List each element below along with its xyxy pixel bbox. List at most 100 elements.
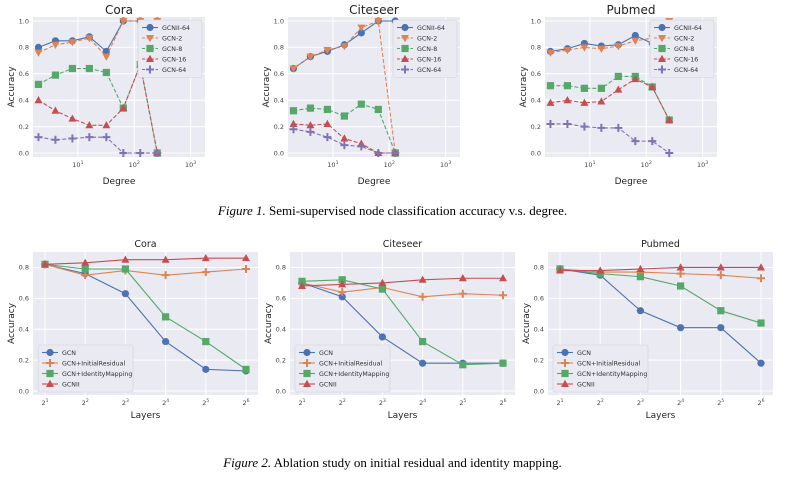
fig1-cora-series-gcn-8-point-1 xyxy=(51,71,60,79)
fig2-pubmed-series-gcn-initialresidual-point-4 xyxy=(716,271,725,280)
fig1-cora-xtick-2: 103 xyxy=(185,160,196,169)
fig1-pubmed-series-gcn-64-point-0 xyxy=(546,119,555,128)
fig1-cora-series-gcn-8-point-3 xyxy=(85,64,93,73)
fig2-cora-ytick-4: 0.8 xyxy=(19,264,29,272)
fig1-cora-series-gcn-16-point-3 xyxy=(85,121,94,129)
fig1-cora-series-gcn-64-point-5 xyxy=(119,149,128,157)
fig2-pubmed-ytick-2: 0.4 xyxy=(534,326,544,334)
fig1-citeseer-series-gcn-8-point-5 xyxy=(374,105,382,114)
fig2-cora-legend-marker-2 xyxy=(46,369,54,378)
fig2-citeseer-chart: 0.0 0.2 0.4 0.6 0.8 21 22 23 24 25 26 Layers Accurac… xyxy=(264,239,515,421)
fig2-pubmed-series-gcn-identitymapping-point-3 xyxy=(677,282,685,290)
fig1-cora-legend-label-gcn-64: GCN-64 xyxy=(162,67,186,74)
fig2-citeseer-series-gcn-point-2 xyxy=(378,333,386,341)
fig1-cora-title: Cora xyxy=(105,3,133,17)
fig2-pubmed-series-gcn-identitymapping-point-5 xyxy=(757,319,765,327)
fig2-citeseer-series-gcn-identitymapping-line xyxy=(301,279,504,366)
fig1-citeseer-ytick-4: 0.8 xyxy=(274,44,284,52)
fig2-pubmed-legend-label-gcn-initialresidual: GCN+InitialResidual xyxy=(577,360,641,367)
fig2-citeseer-series-gcn-point-3 xyxy=(419,359,427,367)
fig1-cora-series-gcn-64-point-7 xyxy=(153,149,162,157)
fig2-pubmed-series-gcn-point-2 xyxy=(636,307,645,315)
fig1-pubmed-legend-marker-0 xyxy=(658,23,666,32)
fig1-citeseer-series-gcn-8-point-3 xyxy=(340,112,348,120)
fig1-citeseer-legend-label-gcnii-64: GCNII-64 xyxy=(417,25,445,32)
fig1-cora-series-gcn-8-point-2 xyxy=(68,64,77,73)
fig1-cora-ytick-0: 0.0 xyxy=(19,149,29,157)
fig1-cora-series-gcn-8-point-0 xyxy=(34,80,43,88)
fig1-citeseer-ytick-5: 1.0 xyxy=(274,17,284,25)
fig2-citeseer-series-gcn-identitymapping-point-5 xyxy=(499,359,507,367)
fig1-cora-series-gcn-16-point-4 xyxy=(102,121,111,129)
fig2-cora-legend-label-gcn-initialresidual: GCN+InitialResidual xyxy=(62,360,126,367)
fig1-pubmed-series-gcn-64-point-2 xyxy=(580,122,589,131)
fig1-cora-xtick-1: 102 xyxy=(129,160,140,169)
fig1-cora-ytick-2: 0.4 xyxy=(19,97,29,105)
fig1-pubmed-series-gcn-16-point-5 xyxy=(631,74,640,83)
fig2-citeseer-series-gcnii-point-5 xyxy=(499,274,507,282)
fig1-pubmed-xtick-1: 102 xyxy=(641,160,652,169)
fig1-citeseer-legend: GCNII-64 GCN-2 GCN-8 GCN-16 GCN-64 xyxy=(392,19,458,78)
fig1-pubmed-series-gcn-8-point-3 xyxy=(597,84,605,92)
fig1-pubmed-series-gcn-8-point-0 xyxy=(546,82,555,90)
fig2-cora-legend-marker-1 xyxy=(46,359,54,367)
fig2-pubmed-series-gcnii-line xyxy=(560,266,761,272)
fig2-pubmed-series-gcn-initialresidual-point-5 xyxy=(757,274,765,283)
fig1-pubmed-legend-label-gcn-64: GCN-64 xyxy=(674,67,698,74)
fig2-citeseer-legend-marker-2 xyxy=(303,369,311,378)
fig2-pubmed-ylabel: Accuracy xyxy=(522,302,532,344)
fig1-cora-series-gcn-64-point-0 xyxy=(34,133,43,142)
fig1-pubmed-series-gcn-16-point-4 xyxy=(614,85,623,93)
fig1-pubmed-legend-label-gcnii-64: GCNII-64 xyxy=(674,25,702,32)
fig1-pubmed-series-gcn-8-point-2 xyxy=(580,84,589,92)
fig2-citeseer-title: Citeseer xyxy=(383,239,422,250)
figure1-caption-label: Figure 1. xyxy=(217,203,266,218)
fig2-pubmed-series-gcnii-point-1 xyxy=(596,266,605,274)
fig1-citeseer-chart: 0.0 0.2 0.4 0.6 0.8 1.0 101 102 103 Degree Accurac… xyxy=(262,3,460,187)
fig2-cora-legend-marker-3 xyxy=(46,379,54,387)
fig1-citeseer-series-gcn-64-point-4 xyxy=(357,142,366,151)
fig1-pubmed-ytick-4: 0.8 xyxy=(531,44,541,52)
fig1-pubmed-series-gcn-64-point-3 xyxy=(597,123,606,132)
fig2-pubmed-title: Pubmed xyxy=(641,239,680,250)
fig2-pubmed-series-gcn-point-5 xyxy=(757,359,765,367)
fig2-citeseer-series-gcn-identitymapping-point-4 xyxy=(459,361,467,369)
fig1-cora-series-gcn-64-point-6 xyxy=(136,149,145,157)
fig2-citeseer-series-gcn-identitymapping-point-0 xyxy=(298,277,306,285)
fig1-cora-legend-marker-0 xyxy=(146,23,154,32)
fig1-citeseer-series-gcn-64-point-1 xyxy=(306,127,315,136)
fig2-pubmed-legend-marker-0 xyxy=(561,348,569,357)
figure2-caption-text: Ablation study on initial residual and i… xyxy=(273,455,562,470)
fig2-pubmed-series-gcn-identitymapping-point-1 xyxy=(596,270,604,278)
fig1-pubmed-series-gcn-16-point-3 xyxy=(597,97,606,105)
fig2-citeseer-legend-label-gcnii: GCNII xyxy=(319,381,337,388)
fig1-citeseer-legend-marker-4 xyxy=(401,65,409,74)
fig1-pubmed-title: Pubmed xyxy=(607,3,656,17)
fig1-citeseer-legend-box xyxy=(392,19,458,78)
fig1-pubmed-series-gcn-16-point-2 xyxy=(580,98,589,106)
fig2-cora-legend: GCN GCN+InitialResidual GCN+IdentityMappin… xyxy=(37,344,134,393)
fig2-citeseer-series-gcn-initialresidual-line xyxy=(301,282,504,298)
fig2-pubmed-xtick-3: 24 xyxy=(677,398,684,407)
fig1-citeseer-series-gcn-2-point-0 xyxy=(289,65,298,73)
fig2-cora-xtick-2: 23 xyxy=(122,398,129,407)
fig2-citeseer-series-gcn-line xyxy=(301,282,503,364)
fig2-cora-series-gcn-point-2 xyxy=(121,290,129,298)
fig2-citeseer-series-gcn-identitymapping-point-2 xyxy=(378,285,386,293)
fig1-pubmed-series-gcn-16-point-6 xyxy=(648,82,657,90)
fig1-cora-legend-marker-2 xyxy=(146,44,154,53)
fig2-cora-xtick-0: 21 xyxy=(41,398,48,407)
fig1-citeseer-series-gcn-16-point-0 xyxy=(289,119,298,127)
fig2-citeseer-legend-marker-1 xyxy=(303,359,311,367)
fig1-citeseer-series-gcn-2-point-3 xyxy=(340,43,349,51)
fig1-pubmed-series-gcn-64-point-4 xyxy=(614,123,623,132)
fig1-cora-legend-marker-1 xyxy=(146,35,154,43)
fig2-cora-series-gcn-identitymapping-point-2 xyxy=(121,265,129,273)
fig1-pubmed-chart: 0.0 0.2 0.4 0.6 0.8 1.0 101 102 103 Degree Accurac… xyxy=(519,3,717,187)
fig1-pubmed-legend-marker-1 xyxy=(658,35,666,43)
fig1-cora-series-gcn-2-point-3 xyxy=(85,35,94,43)
fig1-cora-series-gcn-8-point-4 xyxy=(102,68,110,77)
fig1-pubmed-ytick-2: 0.4 xyxy=(531,97,541,105)
fig2-cora-series-gcnii-point-3 xyxy=(161,255,170,263)
fig1-cora-series-gcn-16-point-0 xyxy=(34,96,43,104)
